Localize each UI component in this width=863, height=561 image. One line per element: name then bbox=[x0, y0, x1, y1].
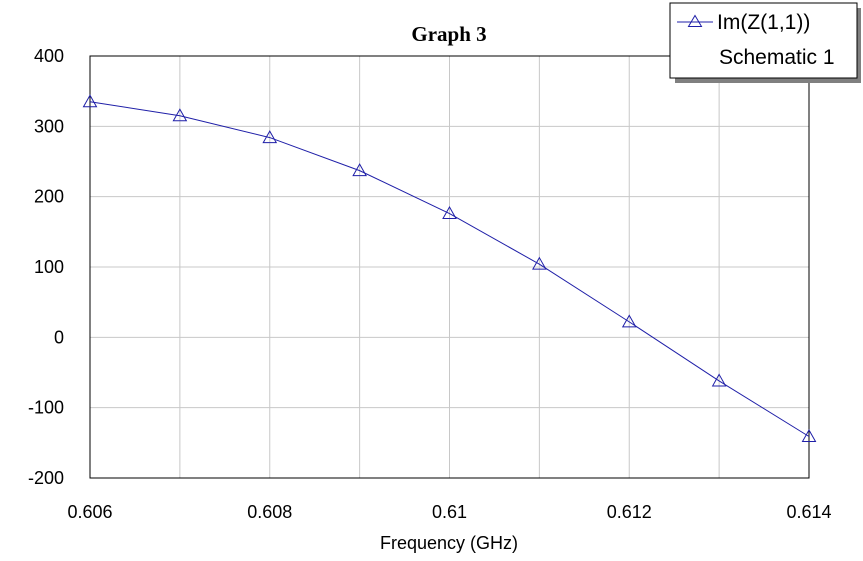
x-axis-title: Frequency (GHz) bbox=[380, 533, 518, 553]
data-point-marker bbox=[172, 108, 188, 122]
series-line bbox=[89, 101, 810, 437]
data-point-marker bbox=[82, 94, 98, 108]
legend-box bbox=[669, 2, 858, 79]
y-tick-label: 200 bbox=[34, 187, 64, 207]
chart-title: Graph 3 bbox=[411, 22, 486, 46]
legend-series-subtitle: Schematic 1 bbox=[719, 46, 835, 69]
data-point-marker bbox=[352, 163, 367, 177]
data-point-marker bbox=[442, 206, 457, 220]
x-tick-label: 0.614 bbox=[786, 502, 831, 522]
y-tick-label: 0 bbox=[54, 327, 64, 347]
y-tick-label: 400 bbox=[34, 46, 64, 66]
plot-area-frame bbox=[89, 55, 810, 479]
y-tick-label: -100 bbox=[28, 398, 64, 418]
grid bbox=[90, 56, 809, 478]
data-point-marker bbox=[262, 130, 278, 144]
data-point-marker bbox=[621, 314, 637, 328]
series-layer bbox=[82, 94, 817, 443]
y-tick-label: -200 bbox=[28, 468, 64, 488]
data-point-marker bbox=[711, 373, 727, 387]
data-point-marker bbox=[532, 256, 547, 270]
x-tick-label: 0.61 bbox=[432, 502, 467, 522]
legend-triangle-marker bbox=[687, 14, 703, 27]
x-tick-label: 0.608 bbox=[247, 502, 292, 522]
x-tick-label: 0.606 bbox=[67, 502, 112, 522]
x-tick-label: 0.612 bbox=[607, 502, 652, 522]
legend-series-name: Im(Z(1,1)) bbox=[717, 11, 810, 34]
legend[interactable]: Im(Z(1,1)) Schematic 1 bbox=[669, 2, 861, 83]
y-tick-label: 300 bbox=[34, 116, 64, 136]
y-tick-label: 100 bbox=[34, 257, 64, 277]
data-point-marker bbox=[801, 428, 817, 443]
